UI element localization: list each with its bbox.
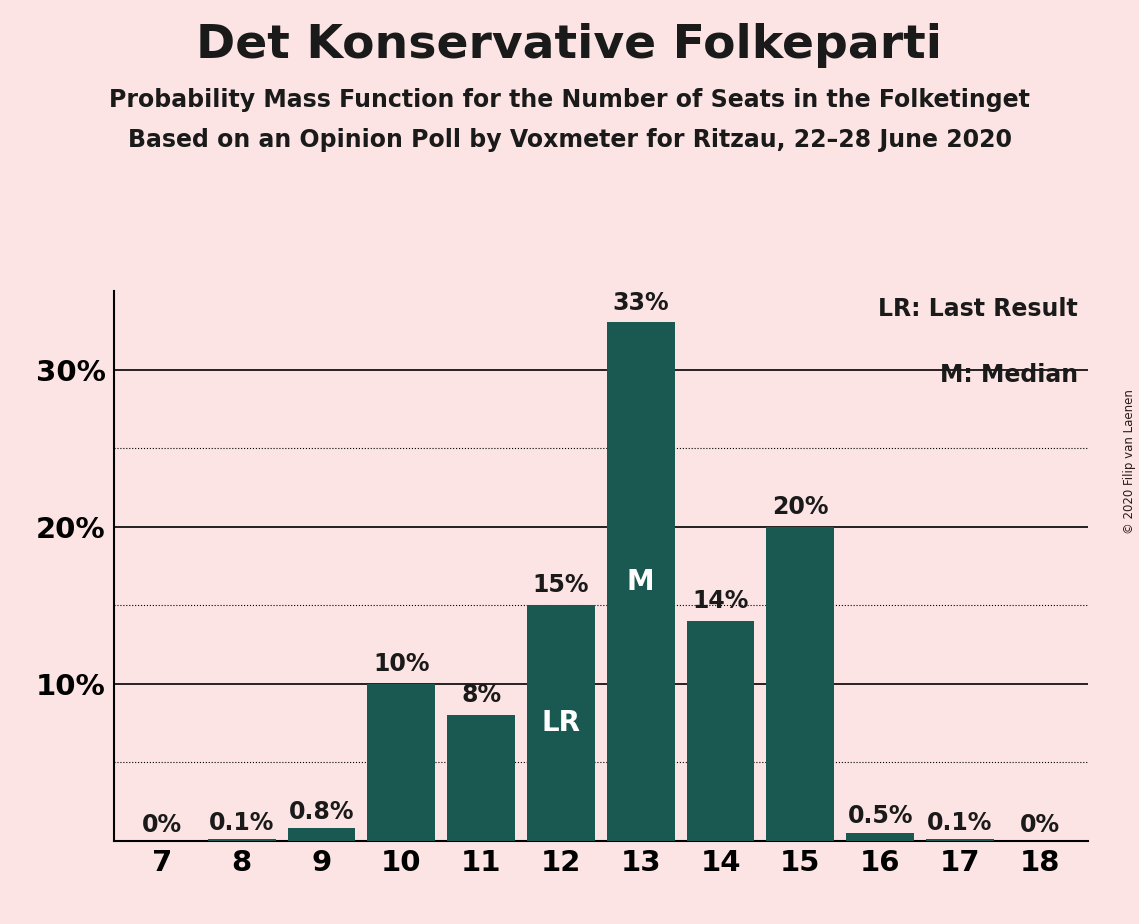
Bar (687, 621, 754, 841)
Bar (287, 828, 355, 841)
Bar (767, 527, 834, 841)
Text: 33%: 33% (613, 291, 669, 314)
Text: Det Konservative Folkeparti: Det Konservative Folkeparti (197, 23, 942, 68)
Bar (527, 605, 595, 841)
Text: M: Median: M: Median (940, 362, 1077, 386)
Text: 10%: 10% (372, 652, 429, 676)
Text: 15%: 15% (533, 574, 589, 597)
Bar (448, 715, 515, 841)
Bar (607, 322, 674, 841)
Text: Based on an Opinion Poll by Voxmeter for Ritzau, 22–28 June 2020: Based on an Opinion Poll by Voxmeter for… (128, 128, 1011, 152)
Text: 0.8%: 0.8% (288, 799, 354, 823)
Text: 20%: 20% (772, 495, 829, 519)
Text: LR: LR (541, 709, 581, 737)
Bar (926, 839, 994, 841)
Bar (207, 839, 276, 841)
Text: 0.1%: 0.1% (208, 810, 274, 834)
Text: 8%: 8% (461, 684, 501, 708)
Text: © 2020 Filip van Laenen: © 2020 Filip van Laenen (1123, 390, 1136, 534)
Bar (368, 684, 435, 841)
Bar (846, 833, 915, 841)
Text: LR: Last Result: LR: Last Result (878, 297, 1077, 321)
Text: 0%: 0% (141, 813, 182, 837)
Text: 0.1%: 0.1% (927, 810, 993, 834)
Text: 0.5%: 0.5% (847, 804, 913, 828)
Text: M: M (626, 567, 655, 596)
Text: 14%: 14% (693, 590, 748, 614)
Text: Probability Mass Function for the Number of Seats in the Folketinget: Probability Mass Function for the Number… (109, 88, 1030, 112)
Text: 0%: 0% (1019, 813, 1060, 837)
